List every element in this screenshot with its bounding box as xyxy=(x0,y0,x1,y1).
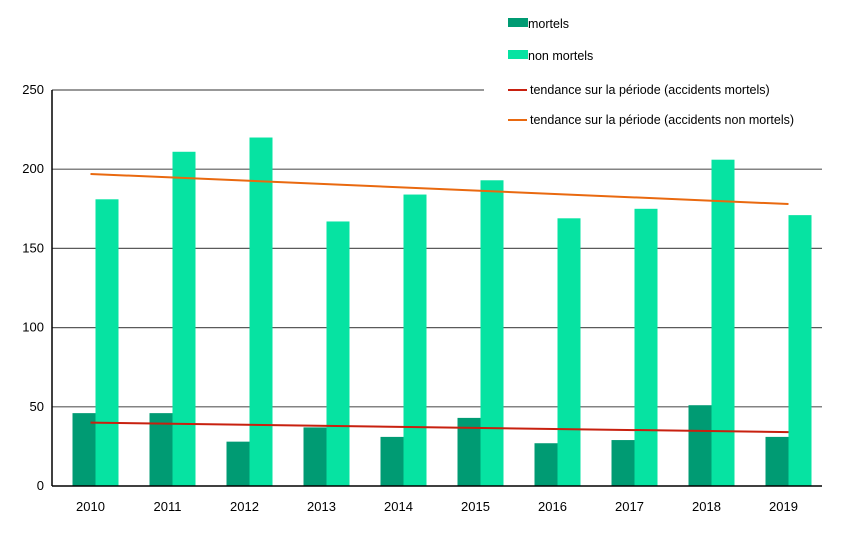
y-tick-label: 100 xyxy=(22,320,44,335)
x-axis: 2010 2011 2012 2013 2014 2015 2016 2017 2018 2019 xyxy=(52,485,822,514)
bar-mortels xyxy=(688,405,712,486)
bar-non-mortels xyxy=(557,218,581,486)
x-tick-label: 2011 xyxy=(154,499,182,514)
x-tick-label: 2010 xyxy=(76,499,105,514)
bar-non-mortels xyxy=(95,199,119,486)
x-tick-label: 2018 xyxy=(692,499,721,514)
x-tick-label: 2017 xyxy=(615,499,644,514)
gridlines xyxy=(52,89,822,408)
trendline-mortels xyxy=(90,421,789,434)
y-tick-label: 50 xyxy=(30,399,44,414)
x-tick-label: 2015 xyxy=(461,499,490,514)
x-tick-label: 2016 xyxy=(538,499,567,514)
bar-non-mortels xyxy=(172,151,196,486)
legend-label-mortels: mortels xyxy=(528,17,569,31)
y-tick-label: 200 xyxy=(22,161,44,176)
y-tick-label: 250 xyxy=(22,82,44,97)
bar-mortels xyxy=(765,436,789,486)
bars xyxy=(72,137,812,487)
bar-non-mortels xyxy=(249,137,273,486)
bar-mortels xyxy=(149,413,173,486)
bar-non-mortels xyxy=(788,215,812,487)
x-tick-label: 2014 xyxy=(384,499,413,514)
bar-non-mortels xyxy=(634,208,658,487)
bar-mortels xyxy=(534,443,558,486)
bar-non-mortels xyxy=(403,194,427,486)
legend-swatch-non-mortels xyxy=(508,50,528,59)
bar-mortels xyxy=(303,427,327,486)
x-tick-label: 2012 xyxy=(230,499,259,514)
bar-mortels xyxy=(611,440,635,486)
bar-non-mortels xyxy=(480,180,504,486)
legend-label-non-mortels: non mortels xyxy=(528,49,593,63)
x-tick-label: 2013 xyxy=(307,499,336,514)
y-axis: 0 50 100 150 200 250 xyxy=(22,82,53,493)
bar-mortels xyxy=(226,441,250,486)
legend-swatch-mortels xyxy=(508,18,528,27)
x-tick-label: 2019 xyxy=(769,499,798,514)
bar-mortels xyxy=(380,436,404,486)
y-tick-label: 150 xyxy=(22,240,44,255)
bar-mortels xyxy=(72,413,96,486)
legend-label-trend-mortels: tendance sur la période (accidents morte… xyxy=(530,83,770,97)
trendline-non-mortels xyxy=(90,172,789,206)
legend: mortels non mortels tendance sur la péri… xyxy=(508,17,794,127)
bar-non-mortels xyxy=(711,159,735,487)
legend-label-trend-non-mortels: tendance sur la période (accidents non m… xyxy=(530,113,794,127)
bar-mortels xyxy=(457,417,481,486)
trendlines xyxy=(90,172,789,434)
bar-non-mortels xyxy=(326,221,350,487)
y-tick-label: 0 xyxy=(37,478,44,493)
